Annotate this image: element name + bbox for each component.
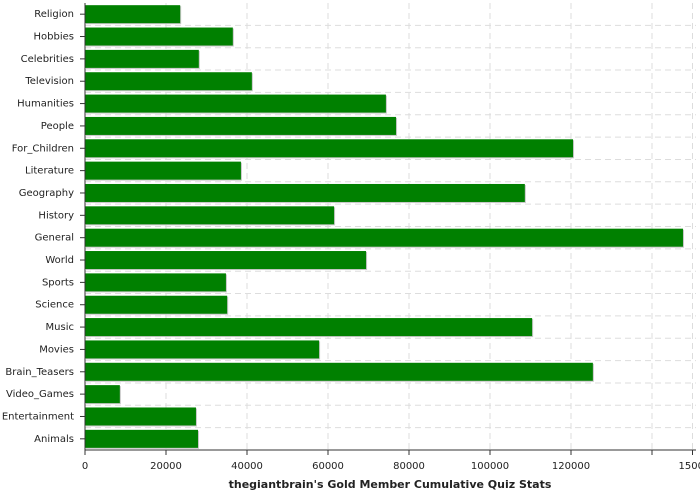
y-tick-label: Science: [35, 300, 74, 311]
bar: [85, 407, 196, 426]
x-tick-label: 40000: [231, 461, 263, 472]
y-tick-label: For_Children: [12, 143, 74, 154]
bar: [85, 27, 233, 46]
chart-title: thegiantbrain's Gold Member Cumulative Q…: [229, 478, 552, 491]
y-tick-label: Video_Games: [6, 389, 74, 400]
bar: [85, 429, 198, 448]
bar: [85, 49, 199, 68]
y-tick-label: Geography: [19, 188, 74, 199]
y-tick-label: Hobbies: [34, 32, 74, 43]
bar: [85, 5, 181, 24]
y-tick-label: Religion: [34, 9, 74, 20]
x-tick-label: 100000: [471, 461, 509, 472]
y-tick-label: Brain_Teasers: [5, 367, 74, 378]
x-tick-label: 120000: [552, 461, 590, 472]
x-tick-label: 20000: [150, 461, 182, 472]
x-tick-label: 80000: [393, 461, 425, 472]
x-tick-label: 0: [82, 461, 88, 472]
y-tick-label: People: [41, 121, 74, 132]
y-tick-label: History: [38, 210, 74, 221]
x-tick-label: 1500: [679, 461, 700, 472]
bar: [85, 385, 120, 404]
bar: [85, 251, 367, 270]
y-tick-label: Humanities: [17, 99, 74, 110]
bar: [85, 273, 226, 292]
bar: [85, 318, 533, 337]
y-tick-label: World: [45, 255, 74, 266]
bar: [85, 72, 252, 91]
bar: [85, 139, 574, 158]
y-tick-label: Celebrities: [21, 54, 74, 65]
y-tick-label: Sports: [42, 277, 74, 288]
y-tick-label: General: [35, 233, 74, 244]
y-tick-label: Literature: [25, 166, 74, 177]
bar: [85, 183, 525, 202]
x-tick-label: 60000: [312, 461, 344, 472]
y-tick-label: Television: [24, 76, 74, 87]
y-tick-label: Movies: [39, 344, 74, 355]
bar: [85, 206, 335, 225]
bar: [85, 116, 397, 135]
y-tick-label: Animals: [34, 434, 74, 445]
bar: [85, 295, 228, 314]
bar: [85, 340, 320, 359]
bar: [85, 94, 386, 113]
y-tick-label: Music: [46, 322, 74, 333]
y-tick-label: Entertainment: [2, 411, 74, 422]
bar: [85, 228, 683, 247]
bar: [85, 362, 593, 381]
bar: [85, 161, 241, 180]
